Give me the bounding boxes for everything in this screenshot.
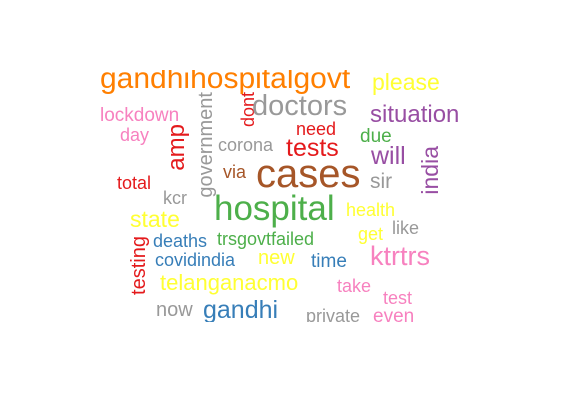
word-dont: dont <box>238 92 258 127</box>
word-ktrtrs: ktrtrs <box>370 241 430 271</box>
word-even: even <box>373 306 414 327</box>
word-doctors: doctors <box>252 90 347 122</box>
word-cases: cases <box>256 152 361 196</box>
word-kcr: kcr <box>163 188 187 208</box>
word-gandhihospitalgovt: gandhihospitalgovt <box>100 62 351 95</box>
word-total: total <box>117 173 151 193</box>
word-deaths: deaths <box>153 231 207 251</box>
word-will: will <box>370 142 406 170</box>
word-now: now <box>156 299 193 321</box>
word-gandhi: gandhi <box>203 296 278 324</box>
word-take: take <box>337 276 371 296</box>
word-need: need <box>296 119 336 139</box>
word-government: government <box>195 92 217 198</box>
word-trsgovtfailed: trsgovtfailed <box>217 229 314 249</box>
word-sir: sir <box>370 170 392 193</box>
word-hospital: hospital <box>214 189 335 228</box>
word-corona: corona <box>218 135 274 155</box>
word-day: day <box>120 125 149 145</box>
word-state: state <box>130 206 180 232</box>
word-tests: tests <box>286 134 339 162</box>
word-telanganacmo: telanganacmo <box>160 270 298 295</box>
word-private: private <box>306 306 360 326</box>
word-time: time <box>311 251 347 272</box>
word-situation: situation <box>370 101 459 128</box>
word-test: test <box>383 288 412 308</box>
word-testing: testing <box>128 236 150 295</box>
word-like: like <box>392 218 419 238</box>
word-covidindia: covidindia <box>155 250 236 270</box>
word-new: new <box>258 247 295 269</box>
word-lockdown: lockdown <box>100 105 179 126</box>
word-due: due <box>360 126 392 147</box>
word-amp: amp <box>163 124 190 171</box>
word-health: health <box>346 200 395 220</box>
word-please: please <box>372 69 440 95</box>
word-via: via <box>223 162 247 182</box>
word-india: india <box>417 146 443 195</box>
word-get: get <box>358 224 383 244</box>
